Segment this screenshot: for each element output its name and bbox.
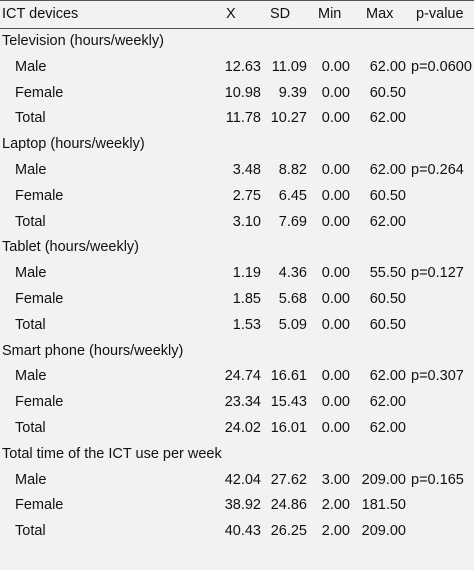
cell: 16.01 bbox=[270, 420, 307, 436]
row-label: Total bbox=[15, 523, 46, 540]
cell: 62.00 bbox=[369, 110, 406, 127]
cell: 16.61 bbox=[270, 368, 307, 385]
cell: 1.53 bbox=[232, 316, 261, 333]
cell: 62.00 bbox=[369, 368, 406, 385]
cell: 62.00 bbox=[369, 394, 406, 411]
group-title: Tablet (hours/weekly) bbox=[2, 239, 139, 256]
row-label: Male bbox=[15, 471, 47, 488]
cell: 5.68 bbox=[278, 291, 307, 307]
cell: 1.85 bbox=[232, 291, 261, 307]
cell: 12.63 bbox=[224, 58, 261, 75]
cell: 62.00 bbox=[369, 162, 406, 178]
p-value: p=0.264 bbox=[411, 162, 464, 178]
column-header: Min bbox=[318, 6, 342, 22]
row-label: Male bbox=[15, 58, 47, 75]
group-title: Laptop (hours/weekly) bbox=[2, 136, 145, 153]
column-header: X bbox=[226, 6, 236, 22]
cell: 209.00 bbox=[361, 471, 406, 488]
cell: 8.82 bbox=[278, 162, 307, 178]
cell: 60.50 bbox=[369, 316, 406, 333]
cell: 0.00 bbox=[321, 316, 350, 333]
row-label: Total bbox=[15, 420, 46, 436]
cell: 0.00 bbox=[321, 265, 350, 282]
p-value: p=0.0600 bbox=[411, 58, 472, 75]
cell: 15.43 bbox=[270, 394, 307, 411]
cell: 0.00 bbox=[321, 162, 350, 178]
row-label: Female bbox=[15, 84, 64, 101]
cell: 24.02 bbox=[224, 420, 261, 436]
p-value: p=0.165 bbox=[411, 471, 464, 488]
row-label: Female bbox=[15, 394, 64, 411]
cell: 9.39 bbox=[278, 84, 307, 101]
cell: 62.00 bbox=[369, 213, 406, 230]
row-label: Total bbox=[15, 110, 46, 127]
row-label: Male bbox=[15, 265, 47, 282]
cell: 7.69 bbox=[278, 213, 307, 230]
cell: 0.00 bbox=[321, 58, 350, 75]
cell: 5.09 bbox=[278, 316, 307, 333]
row-label: Total bbox=[15, 213, 46, 230]
cell: 62.00 bbox=[369, 58, 406, 75]
cell: 23.34 bbox=[224, 394, 261, 411]
cell: 0.00 bbox=[321, 368, 350, 385]
cell: 181.50 bbox=[361, 497, 406, 514]
group-title: Television (hours/weekly) bbox=[2, 33, 164, 49]
cell: 60.50 bbox=[369, 84, 406, 101]
cell: 60.50 bbox=[369, 187, 406, 204]
cell: 3.10 bbox=[232, 213, 261, 230]
cell: 0.00 bbox=[321, 394, 350, 411]
p-value: p=0.127 bbox=[411, 265, 464, 282]
cell: 38.92 bbox=[224, 497, 261, 514]
cell: 60.50 bbox=[369, 291, 406, 307]
cell: 27.62 bbox=[270, 471, 307, 488]
cell: 0.00 bbox=[321, 110, 350, 127]
cell: 3.48 bbox=[232, 162, 261, 178]
row-label: Female bbox=[15, 497, 64, 514]
cell: 1.19 bbox=[232, 265, 261, 282]
cell: 0.00 bbox=[321, 213, 350, 230]
row-label: Female bbox=[15, 291, 64, 307]
column-header: ICT devices bbox=[2, 6, 79, 22]
row-label: Total bbox=[15, 316, 46, 333]
cell: 3.00 bbox=[321, 471, 350, 488]
row-label: Female bbox=[15, 187, 64, 204]
group-title: Smart phone (hours/weekly) bbox=[2, 342, 184, 359]
column-header: Max bbox=[366, 6, 394, 22]
cell: 0.00 bbox=[321, 291, 350, 307]
cell: 0.00 bbox=[321, 84, 350, 101]
p-value: p=0.307 bbox=[411, 368, 464, 385]
cell: 11.78 bbox=[225, 110, 261, 127]
column-header: p-value bbox=[416, 6, 464, 22]
cell: 24.74 bbox=[224, 368, 261, 385]
cell: 2.00 bbox=[321, 497, 350, 514]
cell: 11.09 bbox=[271, 58, 307, 75]
cell: 2.00 bbox=[321, 523, 350, 540]
cell: 26.25 bbox=[270, 523, 307, 540]
cell: 0.00 bbox=[321, 420, 350, 436]
cell: 2.75 bbox=[232, 187, 261, 204]
cell: 10.98 bbox=[224, 84, 261, 101]
rule bbox=[0, 0, 474, 1]
cell: 42.04 bbox=[224, 471, 261, 488]
cell: 24.86 bbox=[270, 497, 307, 514]
cell: 55.50 bbox=[369, 265, 406, 282]
cell: 4.36 bbox=[278, 265, 307, 282]
group-title: Total time of the ICT use per week bbox=[2, 445, 222, 462]
rule bbox=[0, 28, 474, 29]
cell: 62.00 bbox=[369, 420, 406, 436]
column-header: SD bbox=[270, 6, 291, 22]
cell: 10.27 bbox=[270, 110, 307, 127]
cell: 40.43 bbox=[224, 523, 261, 540]
cell: 209.00 bbox=[361, 523, 406, 540]
row-label: Male bbox=[15, 368, 47, 385]
cell: 0.00 bbox=[321, 187, 350, 204]
row-label: Male bbox=[15, 162, 47, 178]
cell: 6.45 bbox=[278, 187, 307, 204]
